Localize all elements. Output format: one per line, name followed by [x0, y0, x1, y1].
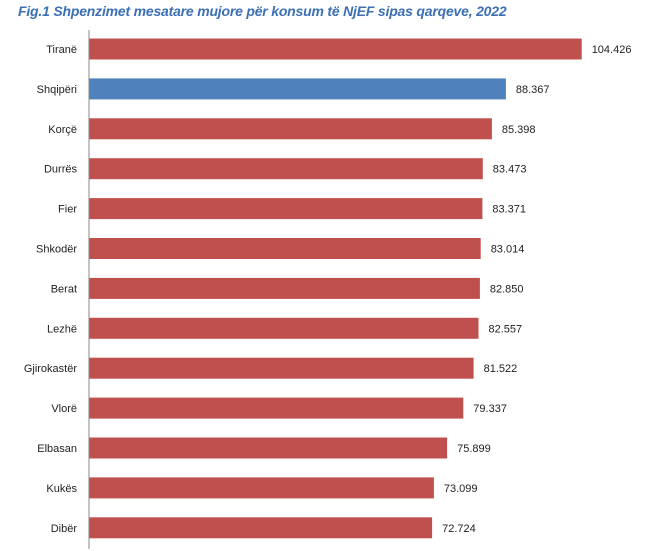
category-label-berat: Berat	[51, 283, 77, 295]
category-label-korce: Korçë	[48, 124, 77, 136]
value-label-diber: 72.724	[442, 523, 476, 535]
bar-durres	[89, 158, 483, 180]
category-label-tirane: Tiranë	[46, 44, 77, 56]
bar-vlore	[89, 397, 464, 419]
bar-lezhe	[89, 317, 479, 339]
value-label-lezhe: 82.557	[489, 323, 523, 335]
bar-shkoder	[89, 238, 481, 259]
bar-elbasan	[89, 437, 448, 459]
category-label-shqiperi: Shqipëri	[37, 84, 77, 96]
value-label-kukes: 73.099	[444, 483, 478, 495]
bar-shqiperi	[89, 78, 506, 100]
bar-gjirokaster	[89, 357, 474, 379]
category-label-lezhe: Lezhë	[47, 323, 77, 335]
value-label-korce: 85.398	[502, 124, 536, 136]
value-label-fier: 83.371	[492, 204, 526, 216]
value-label-shqiperi: 88.367	[516, 84, 550, 96]
chart-title: Fig.1 Shpenzimet mesatare mujore për kon…	[18, 3, 507, 19]
value-label-gjirokaster: 81.522	[484, 363, 518, 375]
bar-fier	[89, 198, 483, 220]
category-label-elbasan: Elbasan	[37, 443, 77, 455]
category-label-kukes: Kukës	[46, 483, 77, 495]
bar-berat	[89, 277, 480, 299]
category-label-vlore: Vlorë	[51, 403, 77, 415]
bar-tirane	[89, 38, 582, 60]
value-label-berat: 82.850	[490, 283, 524, 295]
bar-diber	[89, 517, 433, 539]
category-label-gjirokaster: Gjirokastër	[24, 363, 78, 375]
value-label-elbasan: 75.899	[457, 443, 491, 455]
bar-korce	[89, 118, 492, 140]
category-label-fier: Fier	[58, 204, 77, 216]
category-label-durres: Durrës	[44, 164, 78, 176]
category-label-diber: Dibër	[51, 523, 78, 535]
bar-kukes	[89, 477, 434, 499]
value-label-tirane: 104.426	[592, 44, 632, 56]
value-label-durres: 83.473	[493, 164, 527, 176]
value-label-shkoder: 83.014	[491, 244, 525, 256]
category-label-shkoder: Shkodër	[36, 244, 77, 256]
value-label-vlore: 79.337	[473, 403, 507, 415]
